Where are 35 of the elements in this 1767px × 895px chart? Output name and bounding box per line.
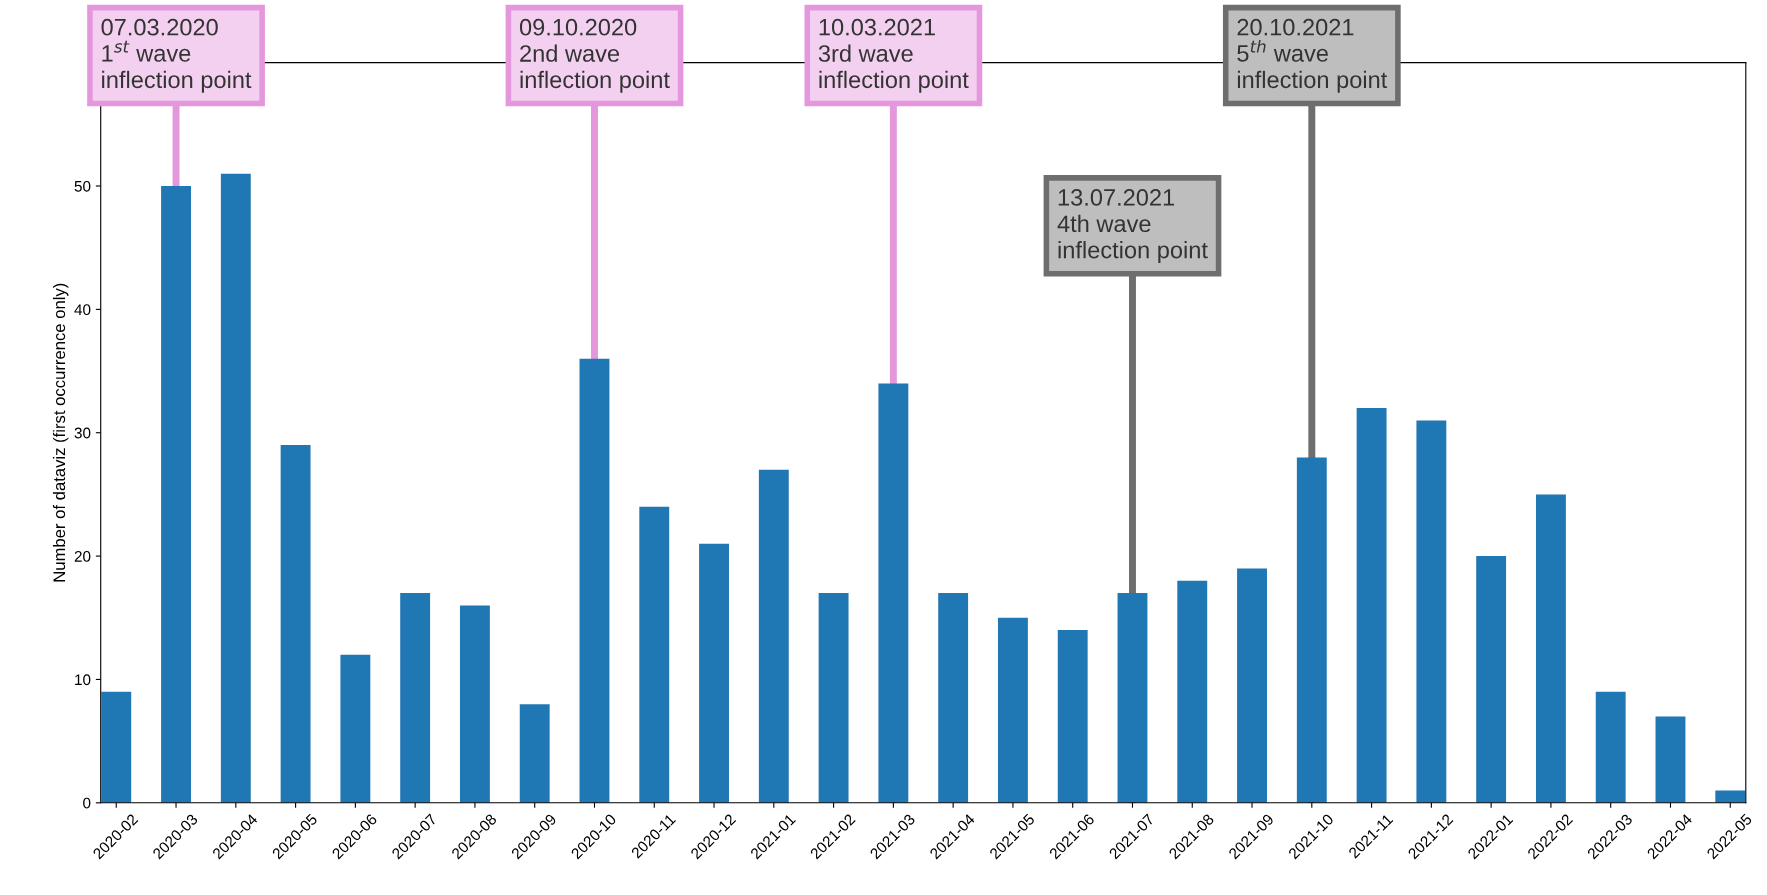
bar — [459, 605, 490, 803]
bar — [758, 469, 789, 803]
bar — [699, 543, 729, 803]
y-tick-label: 0 — [83, 797, 91, 809]
bar — [1595, 691, 1626, 803]
bar — [101, 691, 132, 803]
bar — [1057, 630, 1088, 803]
bar — [1356, 408, 1387, 803]
ref-line-label: 07.03.2020 1$^{st}$ wave inflection point — [101, 18, 252, 93]
bar — [1416, 420, 1447, 803]
bar — [1535, 494, 1566, 803]
ref-line-label: 10.03.2021 3rd wave inflection point — [818, 18, 969, 93]
bar — [519, 704, 550, 803]
bar — [938, 593, 969, 803]
bar — [280, 445, 311, 803]
bar — [997, 617, 1028, 803]
bar — [340, 654, 371, 803]
ref-line-label: 13.07.2021 4th wave inflection point — [1057, 189, 1208, 264]
y-tick-label: 10 — [75, 674, 91, 686]
bar — [220, 173, 251, 803]
bar — [1715, 790, 1746, 803]
bar — [639, 506, 670, 803]
ref-line-label: 09.10.2020 2nd wave inflection point — [519, 18, 670, 93]
bar — [1476, 556, 1507, 803]
bar — [818, 593, 849, 803]
y-axis-title: Number of dataviz (first occurrence only) — [52, 283, 69, 582]
bar — [1237, 568, 1267, 803]
y-tick-label: 20 — [74, 550, 91, 562]
bar — [1177, 580, 1208, 803]
bar — [400, 593, 431, 803]
y-tick-label: 50 — [74, 180, 91, 192]
bar — [1655, 716, 1686, 803]
y-tick-label: 30 — [74, 427, 91, 439]
y-tick-label: 40 — [74, 304, 91, 316]
ref-line-label: 20.10.2021 5$^{th}$ wave inflection point — [1237, 18, 1388, 93]
